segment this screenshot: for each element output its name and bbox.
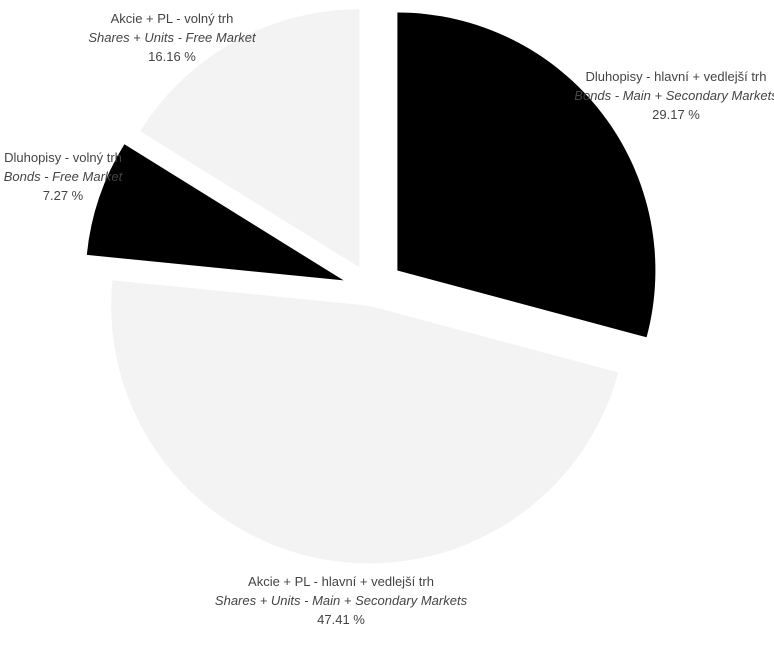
slice-label-cz: Akcie + PL - volný trh <box>110 11 234 26</box>
slice-label-cz: Dluhopisy - volný trh <box>4 150 122 165</box>
slice-label-en: Bonds - Main + Secondary Markets <box>574 88 774 103</box>
slice-label-en: Shares + Units - Free Market <box>88 30 256 45</box>
slice-label-shares-free: Akcie + PL - volný trh Shares + Units - … <box>88 9 255 66</box>
slice-value-label: 7.27 % <box>42 188 84 203</box>
slice-label-bonds-free: Dluhopisy - volný trh Bonds - Free Marke… <box>4 148 123 205</box>
slice-shares-main <box>111 280 619 564</box>
slice-bonds-main <box>397 12 656 338</box>
slice-value-label: 29.17 % <box>652 107 700 122</box>
slice-label-cz: Dluhopisy - hlavní + vedlejší trh <box>585 69 767 84</box>
slice-value-label: 47.41 % <box>317 612 365 627</box>
slice-label-shares-main: Akcie + PL - hlavní + vedlejší trh Share… <box>215 572 467 629</box>
slice-label-cz: Akcie + PL - hlavní + vedlejší trh <box>248 574 434 589</box>
slice-value-label: 16.16 % <box>148 49 196 64</box>
slice-label-en: Bonds - Free Market <box>3 169 123 184</box>
slice-shares-free <box>140 9 360 268</box>
slice-label-en: Shares + Units - Main + Secondary Market… <box>214 593 468 608</box>
slice-bonds-free <box>86 144 344 281</box>
slice-label-bonds-main: Dluhopisy - hlavní + vedlejší trh Bonds … <box>574 67 774 124</box>
